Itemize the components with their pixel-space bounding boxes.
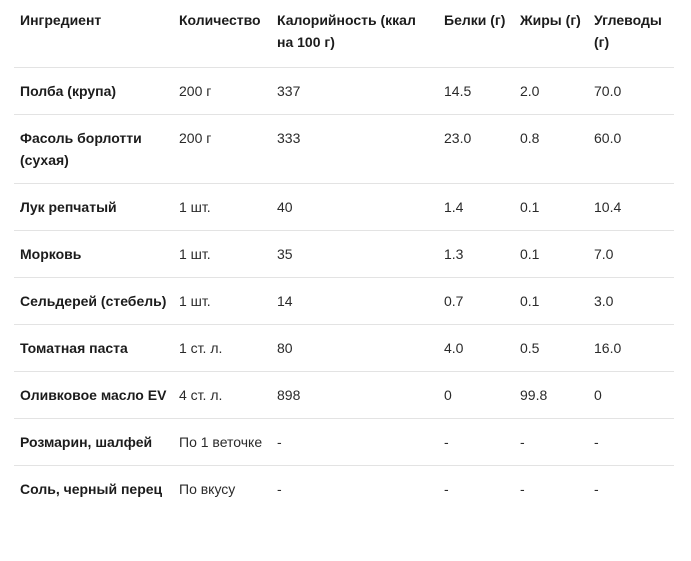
calories-cell: 80 (271, 324, 438, 372)
quantity-cell: По 1 веточке (173, 418, 271, 466)
fat-cell: 0.1 (514, 183, 588, 231)
protein-cell: - (444, 481, 449, 497)
protein-cell: - (438, 418, 514, 466)
fat-cell: 0.1 (514, 230, 588, 278)
calories-cell: 333 (271, 114, 438, 184)
fat-cell: 0.5 (514, 324, 588, 372)
calories-cell: 40 (271, 183, 438, 231)
nutrition-table: Ингредиент Количество Калорийность (ккал… (14, 0, 674, 512)
table-row: Лук репчатый 1 шт. 40 1.4 0.1 10.4 (14, 183, 674, 231)
carbs-cell: 70.0 (588, 67, 674, 115)
table-row: Розмарин, шалфей По 1 веточке - - - - (14, 418, 674, 466)
carbs-cell: - (594, 481, 599, 497)
carbs-cell: 0 (588, 371, 674, 419)
quantity-cell: 200 г (173, 67, 271, 115)
carbs-cell: 16.0 (588, 324, 674, 372)
protein-cell: 23.0 (438, 114, 514, 184)
protein-cell: 14.5 (438, 67, 514, 115)
quantity-cell: 1 шт. (173, 183, 271, 231)
ingredient-cell: Сельдерей (стебель) (14, 277, 173, 325)
header-quantity: Количество (173, 0, 271, 68)
quantity-cell: По вкусу (179, 481, 236, 497)
table-row: Фасоль борлотти (сухая) 200 г 333 23.0 0… (14, 114, 674, 184)
carbs-cell: 60.0 (588, 114, 674, 184)
calories-cell: 898 (271, 371, 438, 419)
ingredient-cell: Соль, черный перец (20, 481, 163, 497)
protein-cell: 1.3 (438, 230, 514, 278)
ingredient-cell: Полба (крупа) (14, 67, 173, 115)
table-row: Оливковое масло EV 4 ст. л. 898 0 99.8 0 (14, 371, 674, 419)
quantity-cell: 1 шт. (173, 277, 271, 325)
header-fat: Жиры (г) (514, 0, 588, 68)
protein-cell: 0 (438, 371, 514, 419)
fat-cell: 99.8 (514, 371, 588, 419)
protein-cell: 4.0 (438, 324, 514, 372)
calories-cell: 14 (271, 277, 438, 325)
calories-cell: 35 (271, 230, 438, 278)
ingredient-cell: Оливковое масло EV (14, 371, 173, 419)
header-calories: Калорийность (ккал на 100 г) (271, 0, 438, 68)
quantity-cell: 200 г (173, 114, 271, 184)
fat-cell: 0.1 (514, 277, 588, 325)
table-body: Полба (крупа) 200 г 337 14.5 2.0 70.0 Фа… (14, 67, 674, 513)
carbs-cell: 3.0 (588, 277, 674, 325)
ingredient-cell: Фасоль борлотти (сухая) (14, 114, 173, 184)
fat-cell: - (520, 481, 525, 497)
header-row: Ингредиент Количество Калорийность (ккал… (14, 0, 674, 68)
protein-cell: 0.7 (438, 277, 514, 325)
ingredient-cell: Розмарин, шалфей (14, 418, 173, 466)
carbs-cell: 7.0 (588, 230, 674, 278)
table-row: Морковь 1 шт. 35 1.3 0.1 7.0 (14, 230, 674, 278)
carbs-cell: - (588, 418, 674, 466)
quantity-cell: 4 ст. л. (173, 371, 271, 419)
protein-cell: 1.4 (438, 183, 514, 231)
ingredient-cell: Томатная паста (14, 324, 173, 372)
quantity-cell: 1 ст. л. (173, 324, 271, 372)
header-ingredient: Ингредиент (14, 0, 173, 68)
calories-cell: 337 (271, 67, 438, 115)
quantity-cell: 1 шт. (173, 230, 271, 278)
table-row: Сельдерей (стебель) 1 шт. 14 0.7 0.1 3.0 (14, 277, 674, 325)
header-carbs: Углеводы (г) (588, 0, 674, 68)
fat-cell: 0.8 (514, 114, 588, 184)
header-protein: Белки (г) (438, 0, 514, 68)
calories-cell: - (271, 418, 438, 466)
table-row: Томатная паста 1 ст. л. 80 4.0 0.5 16.0 (14, 324, 674, 372)
fat-cell: 2.0 (514, 67, 588, 115)
fat-cell: - (514, 418, 588, 466)
calories-cell: - (277, 481, 282, 497)
table-row: Полба (крупа) 200 г 337 14.5 2.0 70.0 (14, 67, 674, 115)
table-row: Соль, черный перец По вкусу - - - - (14, 466, 674, 513)
ingredient-cell: Лук репчатый (14, 183, 173, 231)
ingredient-cell: Морковь (14, 230, 173, 278)
carbs-cell: 10.4 (588, 183, 674, 231)
table-header: Ингредиент Количество Калорийность (ккал… (14, 0, 674, 68)
